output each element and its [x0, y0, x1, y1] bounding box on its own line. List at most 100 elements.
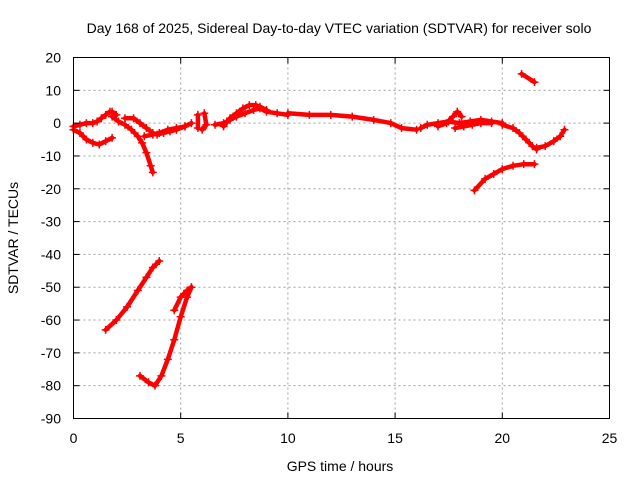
y-tick-label: 10 [45, 82, 61, 98]
chart-title: Day 168 of 2025, Sidereal Day-to-day VTE… [87, 20, 592, 36]
data-point [273, 109, 282, 118]
data-point [127, 125, 136, 134]
data-point [412, 125, 421, 134]
y-tick-label: -50 [41, 279, 61, 295]
series-s [137, 284, 194, 388]
data-point [108, 133, 117, 142]
data-point [183, 286, 192, 295]
data-point [251, 101, 260, 110]
x-tick-label: 20 [495, 430, 511, 446]
data-point [123, 302, 132, 311]
data-point [193, 110, 202, 119]
data-point [397, 124, 406, 133]
data-point [155, 256, 164, 265]
data-point [238, 104, 247, 113]
data-point [170, 335, 179, 344]
data-point [532, 143, 541, 152]
data-point [528, 142, 537, 151]
data-point [88, 119, 97, 128]
data-point [108, 112, 117, 121]
data-point [470, 186, 479, 195]
data-point [155, 128, 164, 137]
data-point [101, 325, 110, 334]
data-point [369, 115, 378, 124]
data-point [459, 122, 468, 131]
x-tick-label: 5 [177, 430, 185, 446]
data-point [135, 371, 144, 380]
y-tick-label: -40 [41, 246, 61, 262]
data-point [498, 165, 507, 174]
data-point [219, 122, 228, 131]
y-tick-label: -10 [41, 148, 61, 164]
data-point [423, 120, 432, 129]
data-point [256, 102, 265, 111]
y-tick-label: -20 [41, 181, 61, 197]
data-point [138, 138, 147, 147]
data-point [88, 138, 97, 147]
data-point [453, 107, 462, 116]
data-point [170, 306, 179, 315]
data-point [517, 69, 526, 78]
data-point [172, 124, 181, 133]
data-point [75, 120, 84, 129]
data-point [142, 148, 151, 157]
grid [73, 57, 610, 419]
data-point [489, 170, 498, 179]
data-point [101, 110, 110, 119]
data-point [112, 316, 121, 325]
data-point [202, 120, 211, 129]
data-point [211, 120, 220, 129]
data-point [457, 112, 466, 121]
data-point [82, 135, 91, 144]
data-point [487, 119, 496, 128]
ticks: 0 5 10 15 20 25 20 10 0 -10 -20 -30 -40 -50 -60 -70 -80 -… [41, 50, 618, 447]
data-point [114, 117, 123, 126]
y-tick-label: -30 [41, 214, 61, 230]
x-tick-label: 15 [387, 430, 403, 446]
y-tick-label: -80 [41, 378, 61, 394]
y-tick-label: -70 [41, 345, 61, 361]
y-axis-label: SDTVAR / TECUs [5, 182, 21, 294]
data-point [142, 273, 151, 282]
data-point [135, 119, 144, 128]
data-point [101, 137, 110, 146]
data-point [515, 128, 524, 137]
data-point [448, 112, 457, 121]
data-point [226, 114, 235, 123]
data-point [519, 160, 528, 169]
data-point [556, 132, 565, 141]
data-point [305, 110, 314, 119]
data-point [97, 114, 106, 123]
data-point [530, 160, 539, 169]
plot-frame [73, 57, 610, 419]
data-point [140, 132, 149, 141]
data-point [129, 114, 138, 123]
data-point [433, 122, 442, 131]
data-point [232, 109, 241, 118]
x-axis-label: GPS time / hours [287, 458, 394, 474]
data-point [148, 130, 157, 139]
data-point [144, 378, 153, 387]
data-point [498, 120, 507, 129]
y-tick-label: 20 [45, 50, 61, 66]
data-point [283, 109, 292, 118]
data-point [157, 371, 166, 380]
data-point [148, 263, 157, 272]
data-point [193, 124, 202, 133]
data-point [93, 117, 102, 126]
data-point [521, 135, 530, 144]
data-point [176, 293, 185, 302]
data-point [348, 112, 357, 121]
data-point [326, 110, 335, 119]
data-point [187, 283, 196, 292]
data-point [187, 119, 196, 128]
data-point [198, 125, 207, 134]
x-tick-label: 0 [70, 430, 78, 446]
series-t [172, 284, 194, 313]
data-point [163, 125, 172, 134]
data-point [163, 355, 172, 364]
x-tick-label: 25 [602, 430, 618, 446]
series-group [69, 69, 569, 390]
data-point [133, 286, 142, 295]
